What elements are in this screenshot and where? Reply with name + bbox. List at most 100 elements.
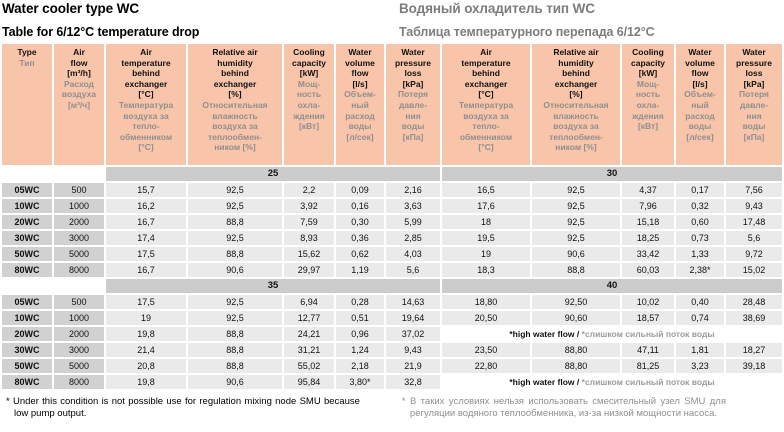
value-cell: 60,03 (622, 263, 674, 277)
col-header-pressure-loss-1: Water pressure loss [kPa] Потеря давле- н… (386, 44, 440, 165)
flow-cell: 3000 (54, 343, 104, 357)
col-header-type: Type Тип (2, 44, 52, 165)
value-cell: 9,72 (726, 247, 782, 261)
value-cell: 19,5 (442, 231, 530, 245)
type-cell: 05WC (2, 183, 52, 197)
value-cell: 16,2 (106, 199, 186, 213)
value-cell: 92,5 (188, 311, 282, 325)
type-cell: 80WC (2, 375, 52, 389)
value-cell: 16,7 (106, 215, 186, 229)
band-spacer (2, 167, 104, 181)
high-flow-note-ru: *слишком сильный поток воды (581, 329, 715, 339)
value-cell: 31,21 (284, 343, 334, 357)
value-cell: 15,7 (106, 183, 186, 197)
value-cell: 17,6 (442, 199, 530, 213)
table-header: Type Тип Air flow [m³/h] Расход воздуха [м… (2, 44, 782, 165)
value-cell: 21,9 (386, 359, 440, 373)
type-cell: 05WC (2, 295, 52, 309)
high-flow-note: *high water flow / *слишком сильный пото… (442, 327, 782, 341)
value-cell: 47,11 (622, 343, 674, 357)
table-row: 20WC 2000 19,8 88,8 24,21 0,96 37,02 *high wate… (2, 327, 782, 341)
high-flow-note-en: *high water flow / (509, 329, 580, 339)
value-cell: 22,80 (442, 359, 530, 373)
type-cell: 80WC (2, 263, 52, 277)
value-cell: 17,5 (106, 247, 186, 261)
value-cell: 88,80 (532, 359, 620, 373)
table-row: 80WC 8000 16,7 90,6 29,97 1,19 5,6 18,3 88,8 60,0… (2, 263, 782, 277)
table-row: 10WC 1000 19 92,5 12,77 0,51 19,64 20,50 90,60 18… (2, 311, 782, 325)
band-spacer (2, 279, 104, 293)
footnotes: * Under this condition is not possible u… (0, 396, 784, 419)
value-cell: 19 (106, 311, 186, 325)
value-cell: 90,6 (188, 375, 282, 389)
value-cell: 39,18 (726, 359, 782, 373)
value-cell: 9,43 (726, 199, 782, 213)
type-cell: 10WC (2, 199, 52, 213)
value-cell: 0,62 (336, 247, 384, 261)
col-header-air-temp-2: Air temperature behind exchanger [°C] Тем… (442, 44, 530, 165)
value-cell: 6,94 (284, 295, 334, 309)
value-cell: 18,80 (442, 295, 530, 309)
col-header-air-temp-1: Air temperature behind exchanger [°C] Тем… (106, 44, 186, 165)
value-cell: 92,5 (532, 215, 620, 229)
value-cell: 88,8 (188, 359, 282, 373)
value-cell: 5,6 (726, 231, 782, 245)
value-cell: 15,62 (284, 247, 334, 261)
value-cell: 2,85 (386, 231, 440, 245)
value-cell: 0,09 (336, 183, 384, 197)
titles-left: Water cooler type WC Table for 6/12°C te… (2, 1, 392, 39)
value-cell: 38,69 (726, 311, 782, 325)
band-label: 30 (442, 167, 782, 181)
value-cell: 18,25 (622, 231, 674, 245)
value-cell: 2,18 (336, 359, 384, 373)
table-body: 25 30 05WC 500 15,7 92,5 2,2 0,09 2,16 16,5 92,5 4,… (2, 167, 782, 389)
value-cell: 7,56 (726, 183, 782, 197)
flow-cell: 5000 (54, 359, 104, 373)
value-cell: 33,42 (622, 247, 674, 261)
table-row: 30WC 3000 17,4 92,5 8,93 0,36 2,85 19,5 92,5 18,2… (2, 231, 782, 245)
value-cell: 14,63 (386, 295, 440, 309)
value-cell: 8,93 (284, 231, 334, 245)
band-row: 35 40 (2, 279, 782, 293)
value-cell: 88,8 (188, 327, 282, 341)
value-cell: 0,16 (336, 199, 384, 213)
type-cell: 30WC (2, 343, 52, 357)
value-cell: 81,25 (622, 359, 674, 373)
value-cell: 17,5 (106, 295, 186, 309)
col-header-volume-flow-2: Water volume flow [l/s] Объем- ный расход… (676, 44, 724, 165)
type-cell: 20WC (2, 327, 52, 341)
value-cell: 0,60 (676, 215, 724, 229)
value-cell: 88,8 (188, 343, 282, 357)
value-cell: 0,96 (336, 327, 384, 341)
value-cell: 18,57 (622, 311, 674, 325)
value-cell: 88,80 (532, 343, 620, 357)
value-cell: 5,6 (386, 263, 440, 277)
col-header-humidity-1: Relative air humidity behind exchanger [… (188, 44, 282, 165)
high-flow-note: *high water flow / *слишком сильный пото… (442, 375, 782, 389)
value-cell: 4,03 (386, 247, 440, 261)
table-row: 10WC 1000 16,2 92,5 3,92 0,16 3,63 17,6 92,5 7,96… (2, 199, 782, 213)
value-cell: 0,17 (676, 183, 724, 197)
value-cell: 92,5 (188, 295, 282, 309)
value-cell: 55,02 (284, 359, 334, 373)
value-cell: 3,23 (676, 359, 724, 373)
value-cell: 88,8 (532, 263, 620, 277)
value-cell: 15,02 (726, 263, 782, 277)
value-cell: 0,30 (336, 215, 384, 229)
flow-cell: 1000 (54, 199, 104, 213)
value-cell: 9,43 (386, 343, 440, 357)
value-cell: 0,40 (676, 295, 724, 309)
flow-cell: 2000 (54, 215, 104, 229)
value-cell: 17,4 (106, 231, 186, 245)
value-cell: 92,5 (532, 231, 620, 245)
value-cell: 92,5 (188, 231, 282, 245)
footnote-en: * Under this condition is not possible u… (6, 396, 360, 419)
value-cell: 16,7 (106, 263, 186, 277)
value-cell: 19 (442, 247, 530, 261)
flow-cell: 500 (54, 295, 104, 309)
flow-cell: 8000 (54, 375, 104, 389)
value-cell: 90,6 (532, 247, 620, 261)
flow-cell: 2000 (54, 327, 104, 341)
band-label: 25 (106, 167, 440, 181)
